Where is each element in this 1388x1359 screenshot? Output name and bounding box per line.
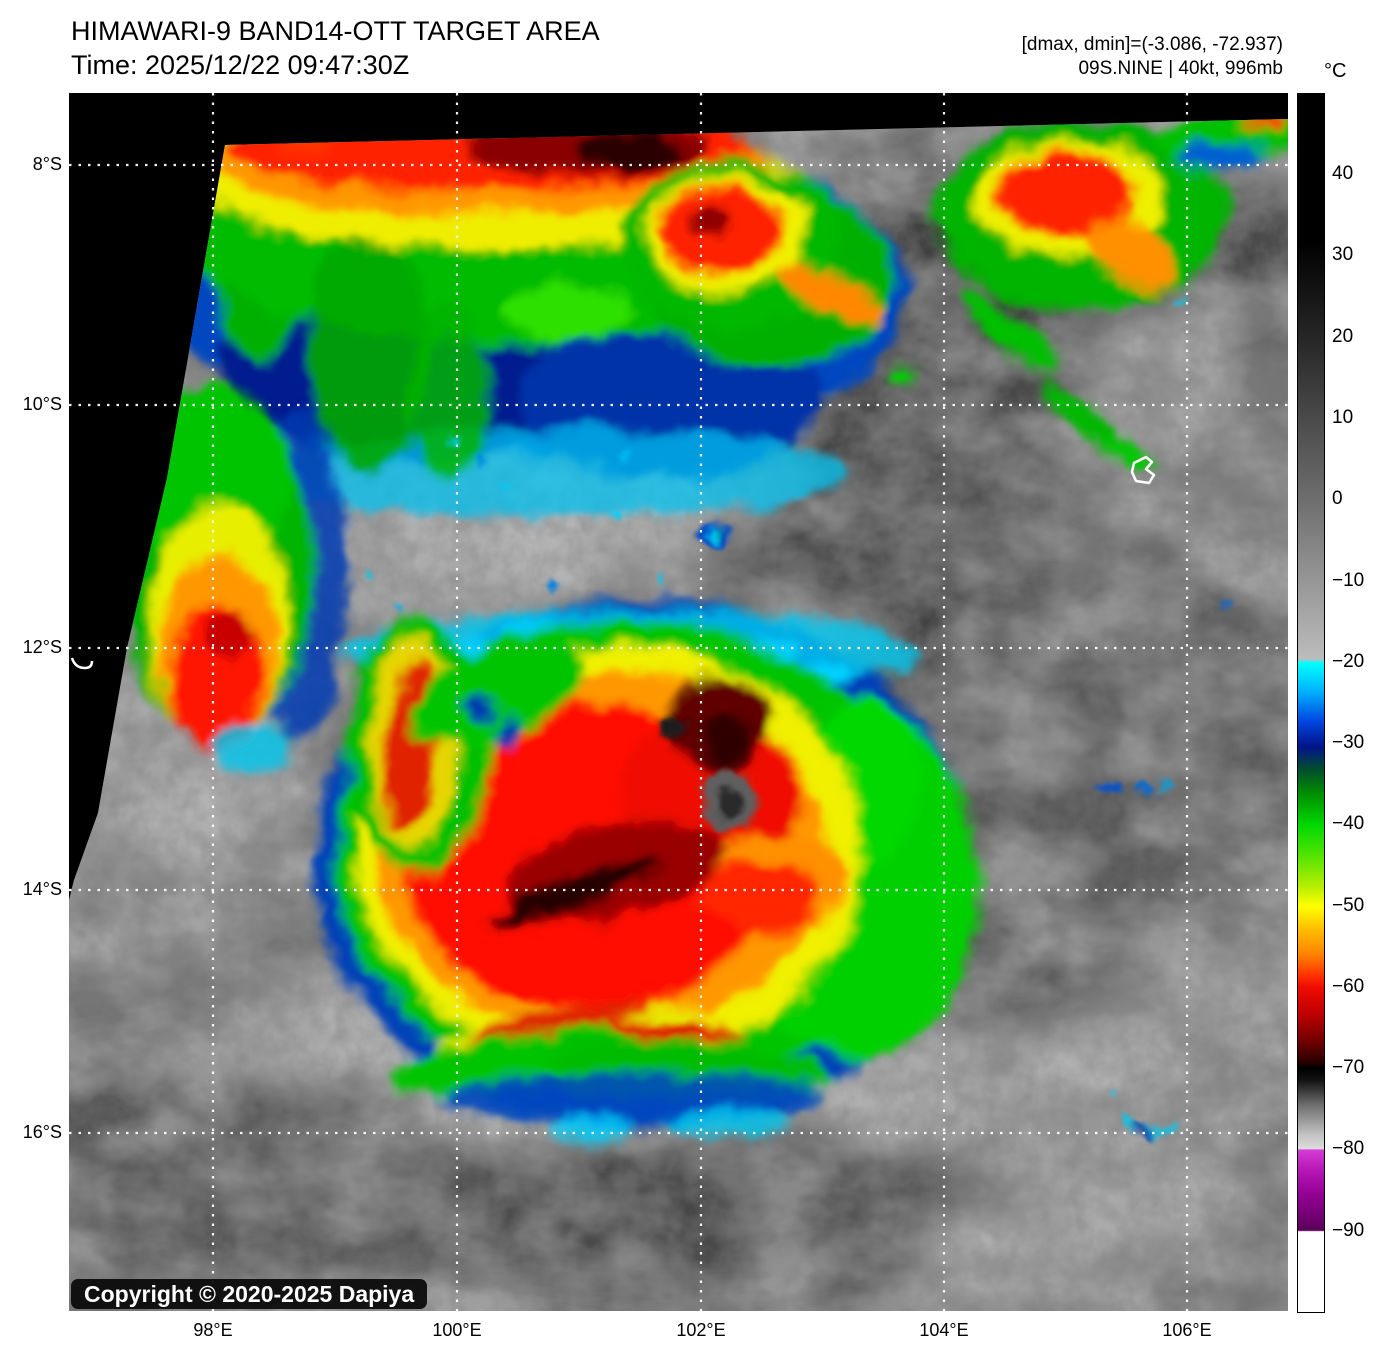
page-title: HIMAWARI-9 BAND14-OTT TARGET AREA <box>71 16 600 46</box>
cbar-tick-m80: −80 <box>1332 1138 1365 1159</box>
lon-label-98e: 98°E <box>193 1320 233 1340</box>
lat-label-16s: 16°S <box>22 1122 62 1142</box>
lon-label-100e: 100°E <box>432 1320 482 1340</box>
cbar-tick-20: 20 <box>1332 326 1354 347</box>
lat-label-8s: 8°S <box>32 154 62 174</box>
cbar-tick-40: 40 <box>1332 163 1354 184</box>
lon-label-102e: 102°E <box>676 1320 726 1340</box>
satellite-map: Copyright © 2020-2025 Dapiya <box>69 93 1288 1311</box>
storm-info: 09S.NINE | 40kt, 996mb <box>1078 58 1283 79</box>
cbar-tick-10: 10 <box>1332 407 1354 428</box>
cbar-tick-30: 30 <box>1332 244 1354 265</box>
lon-label-106e: 106°E <box>1162 1320 1212 1340</box>
cbar-tick-m40: −40 <box>1332 813 1365 834</box>
island-outlines <box>70 455 1156 670</box>
cbar-tick-m90: −90 <box>1332 1220 1365 1241</box>
cbar-tick-m10: −10 <box>1332 570 1365 591</box>
cloud-field-layer <box>69 119 1288 1311</box>
dmax-dmin-readout: [dmax, dmin]=(-3.086, -72.937) <box>1021 34 1283 55</box>
satellite-image <box>69 93 1288 1311</box>
temperature-colorbar <box>1297 93 1325 1313</box>
lat-label-14s: 14°S <box>22 879 62 899</box>
lon-label-104e: 104°E <box>919 1320 969 1340</box>
cbar-tick-m30: −30 <box>1332 732 1365 753</box>
lat-label-12s: 12°S <box>22 637 62 657</box>
cbar-tick-m70: −70 <box>1332 1057 1365 1078</box>
cyclone-warm-spots <box>658 718 756 831</box>
timestamp: Time: 2025/12/22 09:47:30Z <box>71 50 410 80</box>
cbar-tick-m60: −60 <box>1332 976 1365 997</box>
cbar-tick-m50: −50 <box>1332 895 1365 916</box>
lat-label-10s: 10°S <box>22 394 62 414</box>
cbar-tick-m20: −20 <box>1332 651 1365 672</box>
colorbar-unit-label: °C <box>1324 60 1347 82</box>
copyright-badge: Copyright © 2020-2025 Dapiya <box>71 1279 428 1309</box>
top-convection-band <box>169 119 1288 518</box>
graticule <box>69 93 1288 1311</box>
cbar-tick-0: 0 <box>1332 488 1343 509</box>
